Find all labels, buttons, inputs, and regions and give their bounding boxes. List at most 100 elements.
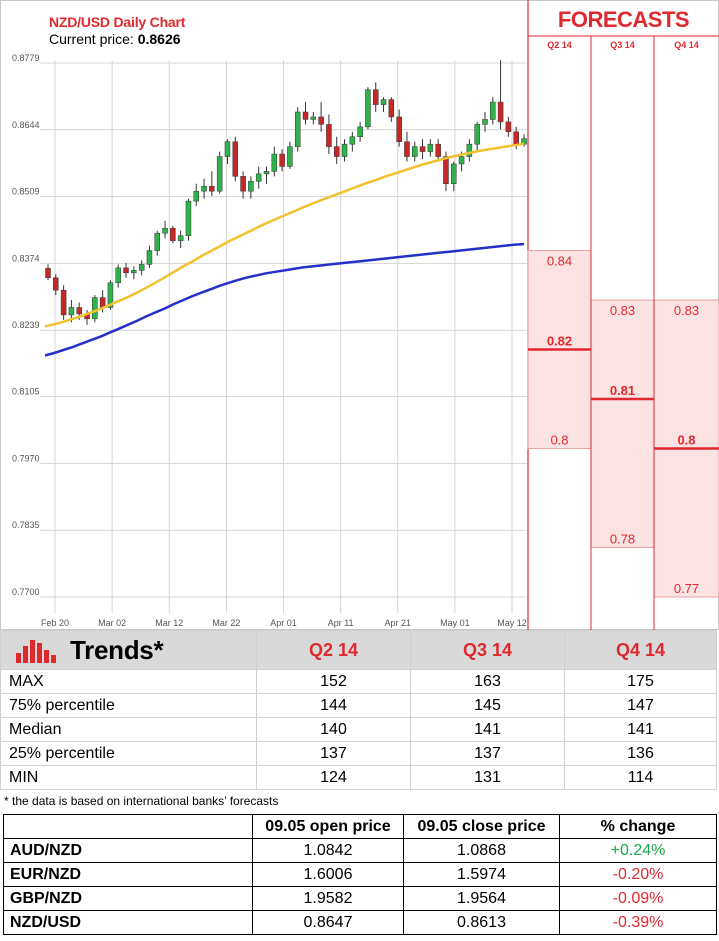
price-change: -0.20% xyxy=(559,862,717,887)
forecast-min-label: 0.78 xyxy=(610,532,635,547)
chart-panel: 0.8779 0.8644 0.8509 0.8374 0.8239 0.8105 0.79… xyxy=(0,0,719,630)
candle xyxy=(490,97,496,125)
prices-row: NZD/USD 0.8647 0.8613 -0.39% xyxy=(3,910,717,935)
trends-cell: 137 xyxy=(256,741,411,766)
candle-body xyxy=(263,171,270,175)
candle-body xyxy=(474,124,480,145)
trends-col-q4: Q4 14 xyxy=(564,630,717,670)
candle-body xyxy=(123,267,129,274)
forecast-column: Q3 14 0.83 0.81 0.78 xyxy=(590,36,655,630)
price-close: 0.8613 xyxy=(403,910,560,935)
price-open: 1.0842 xyxy=(252,838,404,863)
candle-body xyxy=(318,116,324,125)
trends-cell: 147 xyxy=(564,693,717,718)
candle-body xyxy=(435,143,441,157)
forecast-max-label: 0.83 xyxy=(674,303,699,318)
price-pair: NZD/USD xyxy=(3,910,253,935)
price-change: -0.09% xyxy=(559,886,717,911)
trends-table: Trends* Q2 14 Q3 14 Q4 14 MAX 152 163 175 75… xyxy=(0,630,717,790)
candle-body xyxy=(341,143,348,157)
candle-body xyxy=(326,124,332,147)
price-change: -0.39% xyxy=(559,910,717,935)
candle-body xyxy=(458,156,465,165)
candle-body xyxy=(248,181,254,192)
candle-body xyxy=(53,277,59,291)
candle xyxy=(185,198,192,241)
candle-body xyxy=(240,176,246,192)
trends-col-q2: Q2 14 xyxy=(256,630,411,670)
forecast-max-label: 0.83 xyxy=(610,303,635,318)
price-open: 0.8647 xyxy=(252,910,404,935)
trends-cell: 140 xyxy=(256,717,411,742)
forecast-median-label: 0.8 xyxy=(677,433,695,448)
candle-body xyxy=(177,235,184,241)
trends-header-row: Trends* Q2 14 Q3 14 Q4 14 xyxy=(0,630,717,670)
candle-body xyxy=(505,121,512,133)
candle xyxy=(224,139,231,164)
trends-cell: 131 xyxy=(410,765,565,790)
candle-body xyxy=(193,190,200,202)
candle-body xyxy=(365,89,371,128)
price-pair: AUD/NZD xyxy=(3,838,253,863)
candle xyxy=(216,151,223,194)
candle-body xyxy=(107,282,114,308)
candle-body xyxy=(427,143,434,152)
x-tick-label: Apr 21 xyxy=(384,618,411,628)
y-tick-label: 0.8105 xyxy=(12,387,40,397)
candle-body xyxy=(443,156,449,185)
candle-body xyxy=(451,163,457,185)
forecast-min-label: 0.77 xyxy=(674,581,699,596)
current-price: Current price: 0.8626 xyxy=(49,31,181,47)
price-close: 1.0868 xyxy=(403,838,560,863)
candle xyxy=(451,161,457,192)
candle xyxy=(193,183,200,207)
candle-body xyxy=(255,173,262,182)
footnote: * the data is based on international ban… xyxy=(4,794,279,808)
price-change: +0.24% xyxy=(559,838,717,863)
candle xyxy=(419,139,426,160)
current-price-value: 0.8626 xyxy=(137,31,181,47)
y-tick-label: 0.8644 xyxy=(12,120,40,130)
candle-body xyxy=(92,297,98,320)
prices-header-row: 09.05 open price 09.05 close price % cha… xyxy=(3,814,717,839)
candle-body xyxy=(76,307,82,315)
candle-body xyxy=(310,116,317,120)
y-tick-label: 0.8374 xyxy=(12,253,40,263)
candle xyxy=(248,176,254,199)
candle-body xyxy=(131,270,137,274)
candle-body xyxy=(412,146,418,157)
forecast-median-label: 0.81 xyxy=(610,383,635,398)
candle-body xyxy=(146,250,153,265)
candle-body xyxy=(279,153,285,167)
candle xyxy=(466,139,473,162)
chart-title: NZD/USD Daily Chart xyxy=(49,14,186,30)
candle-body xyxy=(466,143,473,157)
price-close: 1.5974 xyxy=(403,862,560,887)
candle-body xyxy=(372,89,379,105)
candle xyxy=(131,266,137,280)
candle xyxy=(279,149,285,172)
forecast-col-label: Q3 14 xyxy=(610,40,635,50)
price-open: 1.9582 xyxy=(252,886,404,911)
trends-row-label: 75% percentile xyxy=(0,693,257,718)
price-chart: 0.8779 0.8644 0.8509 0.8374 0.8239 0.8105 0.79… xyxy=(0,0,719,630)
candle xyxy=(201,178,207,199)
candle-body xyxy=(138,264,145,271)
price-open: 1.6006 xyxy=(252,862,404,887)
candle-body xyxy=(170,228,176,241)
prices-table: 09.05 open price 09.05 close price % cha… xyxy=(3,814,717,935)
y-tick-label: 0.7700 xyxy=(12,587,40,597)
candle xyxy=(427,139,434,157)
candle-body xyxy=(201,185,207,192)
candle xyxy=(294,107,301,152)
candle-body xyxy=(513,131,519,145)
trends-row-label: MAX xyxy=(0,669,257,694)
bar-chart-icon xyxy=(16,640,56,663)
candle-body xyxy=(68,307,75,316)
candle-body xyxy=(419,146,426,152)
candle xyxy=(505,116,512,137)
forecast-column: Q2 14 0.84 0.82 0.8 xyxy=(527,40,592,450)
candle xyxy=(357,121,363,142)
y-tick-label: 0.8239 xyxy=(12,320,40,330)
candle-body xyxy=(45,268,51,279)
